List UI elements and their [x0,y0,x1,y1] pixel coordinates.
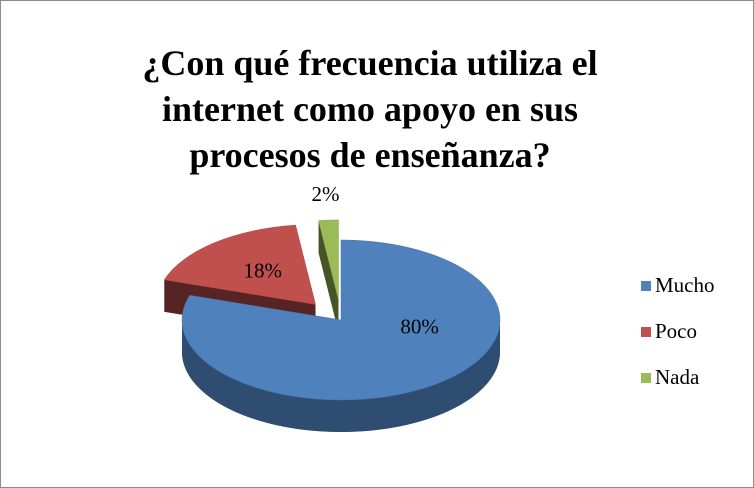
slice [163,224,316,305]
slice-face [318,220,339,332]
slice [318,219,339,300]
legend-swatch [641,327,651,337]
data-label: 80% [400,314,439,338]
legend-label: Nada [655,365,700,389]
data-label: 18% [244,258,283,282]
chart-title: ¿Con qué frecuencia utiliza el internet … [142,43,598,175]
slice-wall [182,320,500,432]
legend-swatch [641,373,651,383]
data-label: 2% [312,182,340,206]
legend-label: Mucho [655,273,715,297]
slice [181,239,501,401]
legend-swatch [641,281,651,291]
legend-label: Poco [655,319,697,343]
